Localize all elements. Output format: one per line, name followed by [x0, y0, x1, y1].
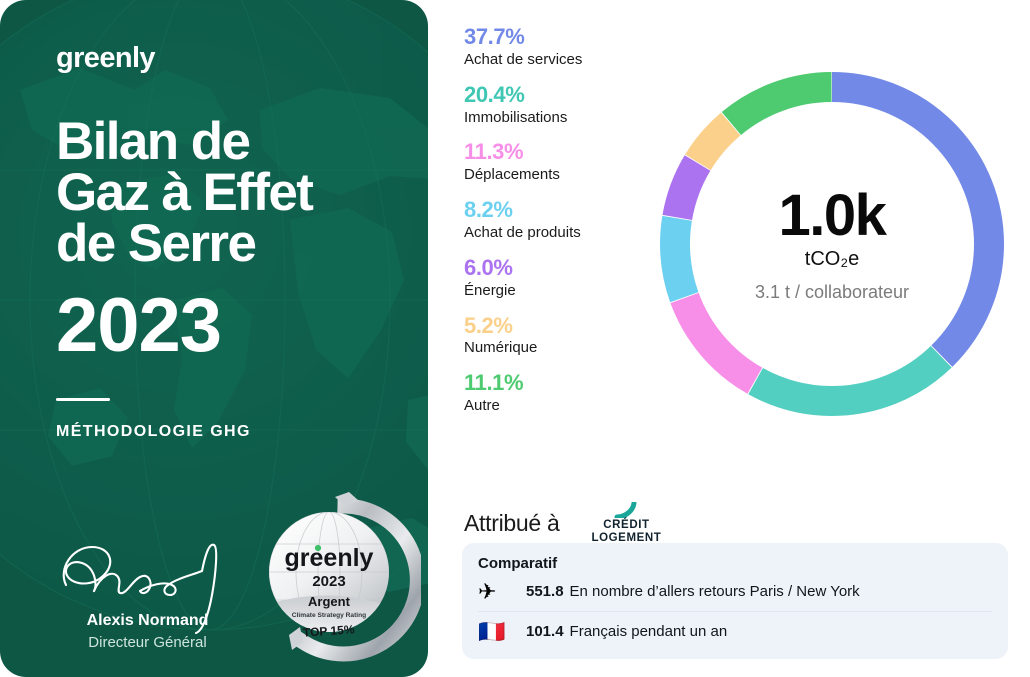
legend-item: 20.4% Immobilisations — [464, 82, 654, 128]
report-content: 37.7% Achat de services 20.4% Immobilisa… — [428, 0, 1030, 677]
legend-label: Numérique — [464, 339, 538, 357]
comparison-text: Français pendant un an — [569, 623, 728, 640]
attribution-row: Attribué à CRÉDIT LOGEMENT — [464, 500, 1004, 546]
badge-caption: Climate Strategy Rating — [292, 612, 366, 619]
handwritten-signature-icon — [62, 543, 218, 635]
comparison-value: 101.4 — [526, 623, 564, 640]
legend-percent: 5.2% — [464, 312, 513, 338]
legend-label: Déplacements — [464, 166, 560, 184]
badge-level: Argent — [308, 594, 351, 609]
legend-percent: 8.2% — [464, 197, 513, 223]
credit-logement-line-1: CRÉDIT — [603, 519, 650, 532]
legend-label: Immobilisations — [464, 108, 568, 126]
emissions-donut-chart: 1.0k tCO₂e 3.1 t / collaborateur — [660, 72, 1004, 416]
page-title: Bilan de Gaz à Effet de Serre — [56, 112, 428, 273]
signature-block: Alexis Normand Directeur Général — [40, 533, 255, 651]
page-title-line-3: de Serre — [56, 213, 257, 273]
signature-name: Alexis Normand — [86, 612, 209, 629]
legend-percent: 11.3% — [464, 139, 524, 165]
comparison-value: 551.8 — [526, 583, 564, 600]
page-title-line-1: Bilan de — [56, 112, 251, 171]
comparison-panel: Comparatif ✈ 551.8 En nombre d’allers re… — [462, 543, 1008, 659]
legend-item: 11.3% Déplacements — [464, 139, 654, 185]
donut-svg — [660, 72, 1004, 416]
cover-content: greenly Bilan de Gaz à Effet de Serre 20… — [0, 0, 428, 441]
airplane-icon: ✈ — [478, 578, 497, 604]
credit-logement-logo: CRÉDIT LOGEMENT — [591, 502, 661, 544]
swoosh-icon — [614, 502, 637, 519]
legend-item: 6.0% Énergie — [464, 255, 654, 301]
legend-percent: 37.7% — [464, 24, 525, 49]
greenly-logo: greenly — [56, 42, 156, 74]
rating-badge-icon: greenly 2023 Argent Climate Strategy Rat… — [269, 492, 421, 662]
legend-label: Énergie — [464, 281, 516, 299]
comparison-title: Comparatif — [478, 555, 558, 572]
comparison-row: 🇫🇷 101.4 Français pendant un an — [478, 611, 992, 651]
cover-panel: greenly Bilan de Gaz à Effet de Serre 20… — [0, 0, 428, 677]
donut-segment-3 — [660, 72, 1004, 416]
methodology-label: MÉTHODOLOGIE GHG — [56, 422, 251, 440]
legend-item: 11.1% Autre — [464, 370, 654, 416]
legend-label: Autre — [464, 397, 500, 415]
badge-brand: greenly — [285, 544, 374, 572]
attribution-label: Attribué à — [464, 509, 560, 536]
legend-item: 8.2% Achat de produits — [464, 197, 654, 243]
donut-segment-0 — [660, 72, 1004, 416]
comparison-text: En nombre d’allers retours Paris / New Y… — [569, 583, 860, 600]
legend-label: Achat de services — [464, 50, 583, 68]
donut-segment-1 — [660, 72, 1004, 416]
credit-logement-line-2: LOGEMENT — [591, 531, 662, 544]
legend-percent: 6.0% — [464, 254, 513, 280]
signature-role: Directeur Général — [88, 634, 207, 651]
legend-item: 37.7% Achat de services — [464, 24, 654, 70]
badge-year: 2023 — [312, 573, 345, 590]
chart-legend: 37.7% Achat de services 20.4% Immobilisa… — [464, 24, 654, 428]
legend-item: 5.2% Numérique — [464, 313, 654, 359]
report-year: 2023 — [56, 282, 222, 368]
comparison-row: ✈ 551.8 En nombre d’allers retours Paris… — [478, 572, 992, 611]
legend-label: Achat de produits — [464, 224, 581, 242]
legend-percent: 11.1% — [464, 370, 524, 396]
badge-rank: TOP 15% — [302, 622, 355, 640]
page-title-line-2: Gaz à Effet — [56, 162, 314, 222]
divider — [56, 397, 110, 401]
france-flag-icon: 🇫🇷 — [478, 618, 506, 644]
legend-percent: 20.4% — [464, 81, 525, 107]
